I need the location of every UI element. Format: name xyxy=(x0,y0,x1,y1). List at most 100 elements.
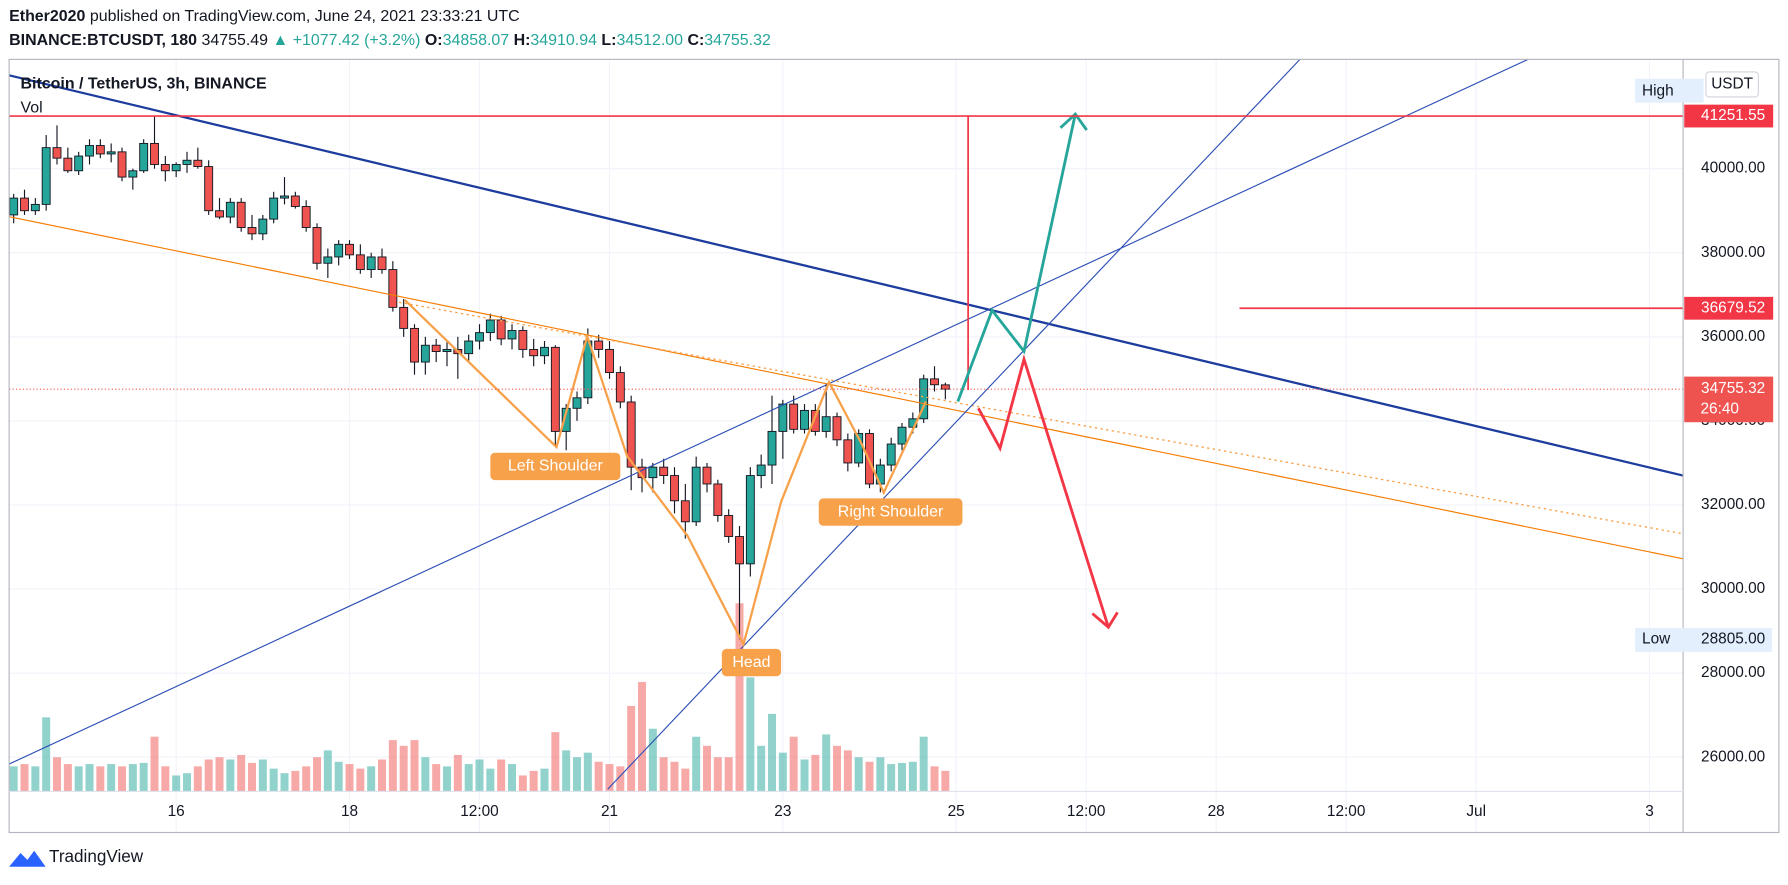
low-value: 28805.00 xyxy=(1701,630,1765,647)
candle-body xyxy=(312,227,322,264)
candle-body xyxy=(193,159,203,168)
volume-bar xyxy=(161,766,170,792)
high-label: High xyxy=(1642,82,1674,99)
volume-bar xyxy=(692,736,701,792)
candle-body xyxy=(41,147,51,205)
candle-body xyxy=(323,256,333,264)
volume-bar xyxy=(703,745,711,792)
y-tick-label: 30000.00 xyxy=(1701,580,1765,597)
volume-bar xyxy=(421,757,430,792)
volume-bar xyxy=(518,775,527,792)
y-tick-label: 36000.00 xyxy=(1701,328,1765,345)
volume-bar xyxy=(215,757,224,792)
symbol: BINANCE:BTCUSDT, 180 xyxy=(9,32,197,49)
volume-bar xyxy=(908,761,917,792)
x-tick-label: 23 xyxy=(774,803,791,820)
candle-body xyxy=(63,157,73,172)
candle-body xyxy=(410,327,419,363)
candle-body xyxy=(518,330,528,350)
x-tick-label: 16 xyxy=(168,803,185,820)
candle-body xyxy=(778,403,788,432)
ohlc-value: 34755.32 xyxy=(704,32,771,49)
candle-body xyxy=(20,197,29,212)
candle-body xyxy=(464,340,474,355)
volume-bar xyxy=(529,770,538,792)
candle-body xyxy=(648,466,658,479)
price-tag xyxy=(1684,376,1774,423)
volume-bar xyxy=(876,757,885,792)
candle-body xyxy=(9,197,19,216)
ohlc-label: H: xyxy=(514,32,531,49)
volume-bar xyxy=(833,745,841,792)
candle-body xyxy=(236,201,246,228)
candle-body xyxy=(204,166,214,212)
candle-body xyxy=(431,344,441,352)
volume-bar xyxy=(930,766,939,792)
volume-bar xyxy=(345,764,354,792)
volume-bar xyxy=(150,736,159,792)
x-tick-label: 12:00 xyxy=(1067,803,1105,820)
y-tick-label: 40000.00 xyxy=(1701,160,1765,177)
change: +1077.42 (+3.2%) xyxy=(293,32,421,49)
candle-body xyxy=(540,346,549,357)
drawings xyxy=(8,58,1684,790)
candle-body xyxy=(843,439,853,464)
candle-body xyxy=(366,256,376,271)
volume-bar xyxy=(63,764,72,792)
volume-bar xyxy=(670,761,679,792)
price-tag-label: 41251.55 xyxy=(1701,107,1765,124)
candle-body xyxy=(182,159,192,165)
volume-bar xyxy=(96,766,105,792)
volume-bar xyxy=(269,768,278,792)
volume-bar xyxy=(898,762,906,792)
candle-body xyxy=(52,147,62,159)
volume-bar xyxy=(735,603,744,792)
volume-bar xyxy=(811,754,820,792)
candle-body xyxy=(626,401,636,468)
candle-body xyxy=(691,466,701,523)
volume-bar xyxy=(183,773,191,792)
arrow-down xyxy=(977,354,1110,628)
volume-bar xyxy=(226,759,235,792)
annotations: Left Shoulder Head Right Shoulder xyxy=(490,452,963,677)
volume-bar xyxy=(291,770,300,792)
volume-bar xyxy=(800,759,809,792)
candle-body xyxy=(74,155,84,172)
arrow-head xyxy=(1059,111,1088,131)
volume-bar xyxy=(616,766,625,792)
candle-body xyxy=(475,332,484,342)
volume-bar xyxy=(854,757,863,792)
volume-bar xyxy=(627,705,636,792)
currency: USDT xyxy=(1711,76,1753,93)
ohlc-label: L: xyxy=(601,32,616,49)
high-box xyxy=(1635,78,1704,103)
candle-body xyxy=(117,151,127,178)
volume-bar xyxy=(334,761,343,792)
price-tag xyxy=(1684,104,1774,128)
candle-body xyxy=(106,151,116,155)
y-tick-label: 32000.00 xyxy=(1701,496,1765,513)
candle-body xyxy=(442,348,452,352)
volume-bar xyxy=(193,766,202,792)
volume-bar xyxy=(42,717,51,792)
candle-body xyxy=(269,197,279,220)
candle-body xyxy=(128,170,138,178)
x-tick-label: 21 xyxy=(601,803,618,820)
y-tick-label: 38000.00 xyxy=(1701,244,1765,261)
candle-body xyxy=(821,416,831,432)
volume-bar xyxy=(681,768,690,792)
volume-bar xyxy=(486,768,495,792)
volume-bar xyxy=(237,754,246,792)
ohlc-value: 34858.07 xyxy=(443,32,510,49)
candle-body xyxy=(247,227,257,235)
candle-body xyxy=(399,306,409,329)
volume-label: Vol xyxy=(21,100,43,117)
candle-body xyxy=(150,142,159,165)
volume-bar xyxy=(410,740,419,792)
label-box xyxy=(721,648,782,677)
x-tick-label: 28 xyxy=(1208,803,1225,820)
volume-bar xyxy=(172,775,181,792)
ohlc-value: 34512.00 xyxy=(616,32,683,49)
x-tick-label: 12:00 xyxy=(460,803,498,820)
candle-body xyxy=(420,344,430,363)
